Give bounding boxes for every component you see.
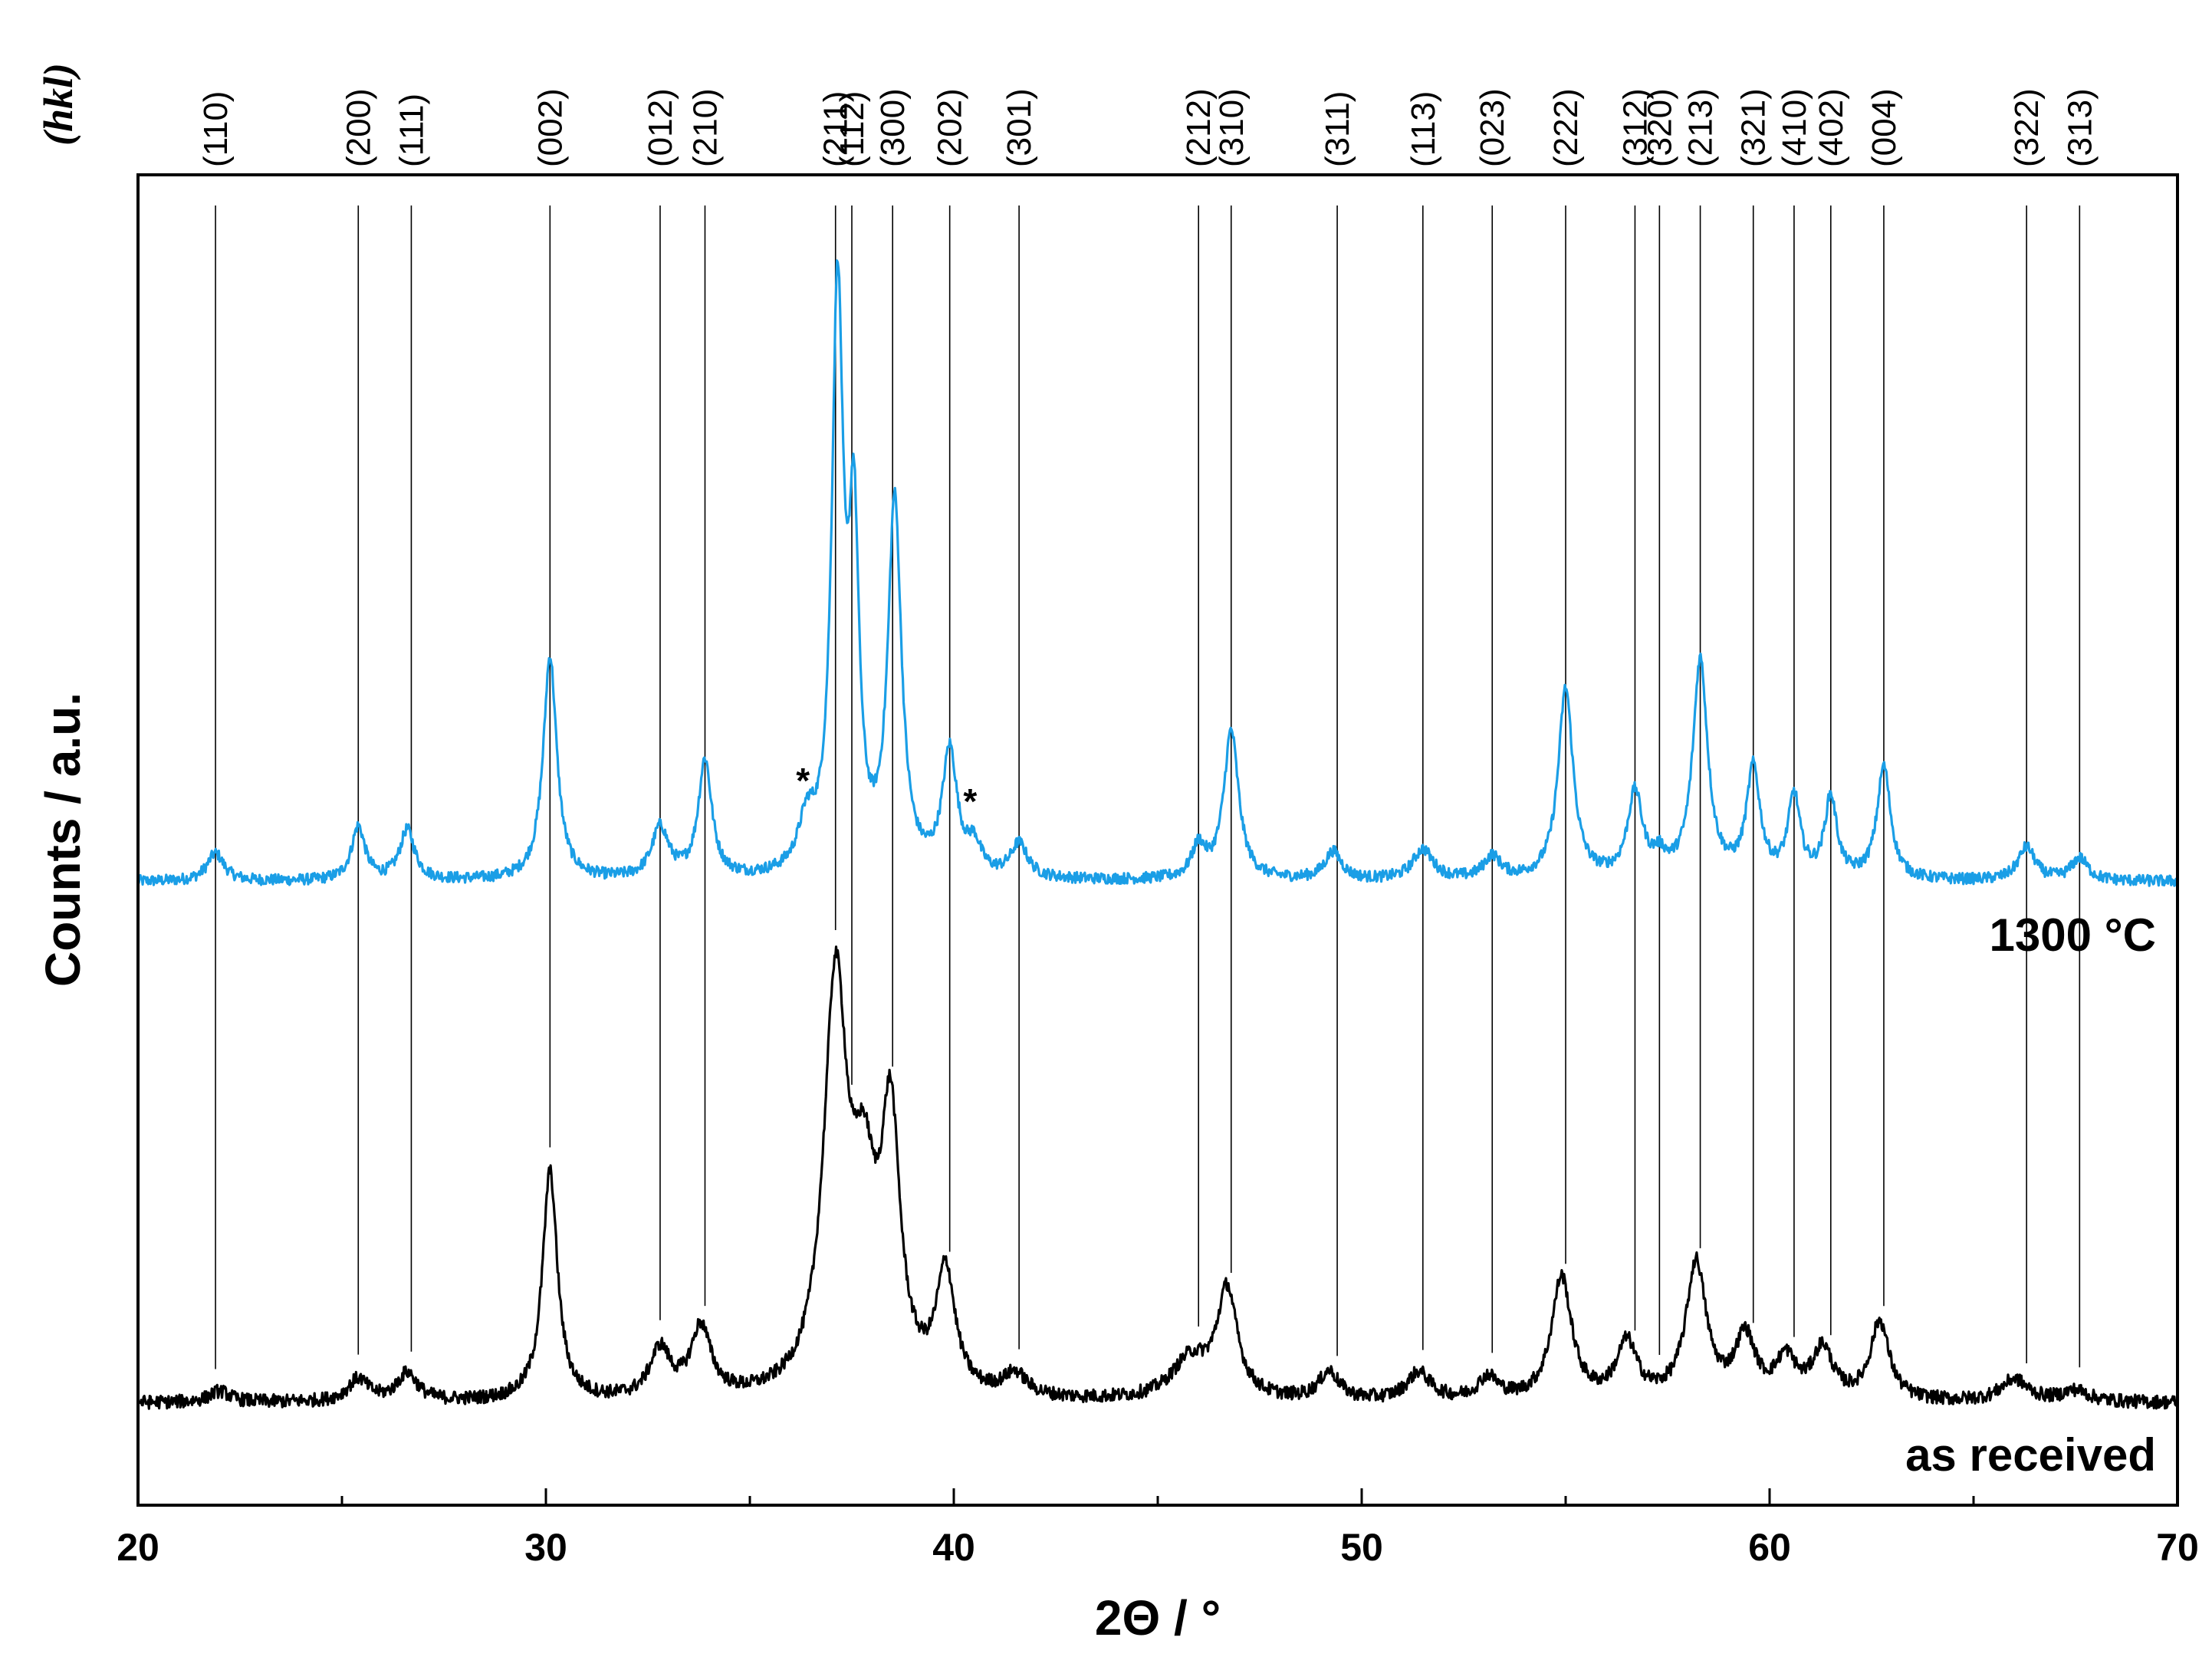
reflection-label-410: (410) xyxy=(1776,88,1813,167)
reflection-label-210: (210) xyxy=(686,88,724,167)
impurity-markers: ** xyxy=(796,761,977,821)
reflection-label-200: (200) xyxy=(340,88,377,167)
series-label-as-received: as received xyxy=(1905,1429,2156,1481)
x-tick-label-30: 30 xyxy=(524,1526,567,1569)
x-tick-label-50: 50 xyxy=(1340,1526,1383,1569)
reflection-label-321: (321) xyxy=(1735,88,1773,167)
reflection-label-112: (112) xyxy=(833,91,871,167)
y-axis-title: Counts / a.u. xyxy=(35,692,90,987)
reflection-label-002: (002) xyxy=(531,88,569,167)
x-axis-title: 2Θ / ° xyxy=(1095,1590,1221,1645)
reflection-label-012: (012) xyxy=(642,88,679,167)
reflection-label-300: (300) xyxy=(874,88,912,167)
reflection-label-023: (023) xyxy=(1474,88,1511,167)
diffraction-curves xyxy=(136,259,2179,1410)
hkl-header: (hkl) xyxy=(35,63,81,146)
x-axis-ticks: 20 30 40 50 60 70 xyxy=(117,1488,2199,1569)
reflection-label-211: (211) xyxy=(817,91,855,167)
reflection-label-202: (202) xyxy=(932,88,969,167)
reflection-label-113: (113) xyxy=(1405,91,1442,167)
reflection-label-301: (301) xyxy=(1001,88,1038,167)
impurity-marker-2: * xyxy=(963,781,977,821)
impurity-marker-1: * xyxy=(796,761,810,801)
reflection-label-312: (312) xyxy=(1616,88,1654,167)
reflection-label-311: (311) xyxy=(1319,91,1356,167)
reflection-guide-lines xyxy=(215,205,2081,1369)
x-tick-label-70: 70 xyxy=(2156,1526,2199,1569)
reflection-label-004: (004) xyxy=(1865,88,1903,167)
x-tick-label-60: 60 xyxy=(1748,1526,1791,1569)
reflection-label-111: (111) xyxy=(393,94,430,167)
reflection-label-213: (213) xyxy=(1682,88,1720,167)
reflection-label-320: (320) xyxy=(1641,88,1678,167)
x-tick-label-40: 40 xyxy=(932,1526,975,1569)
reflection-label-322: (322) xyxy=(2008,88,2046,167)
x-tick-label-20: 20 xyxy=(117,1526,159,1569)
series-label-1300: 1300 °C xyxy=(1990,909,2156,961)
series-as-received-line xyxy=(136,945,2179,1410)
series-1300C-line xyxy=(136,259,2179,887)
reflection-label-222: (222) xyxy=(1547,88,1585,167)
reflection-labels: (110) (200) (111) (002) (012) (210) (211)(112)… xyxy=(197,88,2099,167)
reflection-label-212: (212) xyxy=(1180,88,1218,167)
reflection-label-402: (402) xyxy=(1813,88,1850,167)
reflection-label-313: (313) xyxy=(2061,88,2099,167)
reflection-label-310: (310) xyxy=(1213,88,1251,167)
reflection-label-110: (110) xyxy=(197,91,235,167)
